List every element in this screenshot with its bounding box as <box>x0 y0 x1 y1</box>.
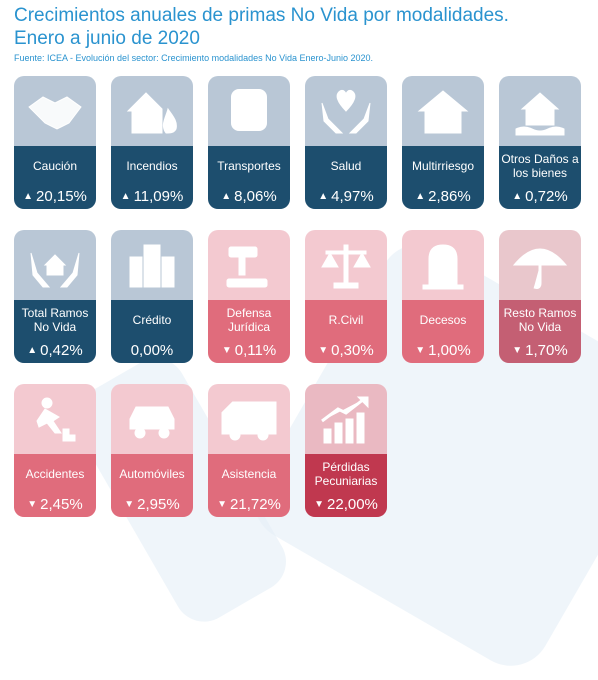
tile-label: Crédito <box>132 313 172 327</box>
tile-label: Total Ramos No Vida <box>21 306 89 334</box>
tile-value: 22,00% <box>327 495 378 513</box>
scales-icon <box>321 244 371 289</box>
tile-value: 0,00% <box>130 341 174 359</box>
tile-value: 4,97% <box>331 187 374 205</box>
tile-value: 8,06% <box>234 187 277 205</box>
ambulance-icon <box>221 401 277 441</box>
tile-label: Caución <box>32 159 78 173</box>
down-arrow-icon: ▼ <box>415 344 426 356</box>
bank-icon <box>129 244 175 288</box>
down-arrow-icon: ▼ <box>217 498 228 510</box>
tile-value: 0,11% <box>234 341 277 359</box>
fire-house-icon <box>126 92 177 134</box>
tile-caucion: Caución ▲ 20,15% <box>14 76 96 209</box>
tile-value: 0,42% <box>40 341 83 359</box>
tile-value: 20,15% <box>36 187 87 205</box>
title-line-2: Enero a junio de 2020 <box>14 28 200 49</box>
up-arrow-icon: ▲ <box>221 190 232 202</box>
up-arrow-icon: ▲ <box>415 190 426 202</box>
down-arrow-icon: ▼ <box>221 344 232 356</box>
down-arrow-icon: ▼ <box>512 344 523 356</box>
heart-hands-icon <box>321 90 371 134</box>
up-arrow-icon: ▲ <box>512 190 523 202</box>
tile-defensa-juridica: Defensa Jurídica ▼ 0,11% <box>208 230 290 363</box>
tile-value: 1,70% <box>525 341 568 359</box>
tile-value: 2,86% <box>428 187 471 205</box>
tile-label: Automóviles <box>119 467 185 481</box>
tile-value: 11,09% <box>133 187 184 205</box>
tile-resto-ramos: Resto Ramos No Vida ▼ 1,70% <box>499 230 581 363</box>
tile-credito: Crédito 0,00% <box>111 230 193 363</box>
up-arrow-icon: ▲ <box>120 190 131 202</box>
tile-otros-danos: Otros Daños a los bienes ▲ 0,72% <box>499 76 581 209</box>
tile-label: Multirriesgo <box>411 159 474 173</box>
flood-house-icon <box>515 92 565 136</box>
tile-label: R.Civil <box>328 313 364 327</box>
tile-salud: Salud ▲ 4,97% <box>305 76 387 209</box>
tile-value: 0,30% <box>331 341 374 359</box>
title-line-1: Crecimientos anuales de primas No Vida p… <box>14 5 509 26</box>
tile-label: Defensa Jurídica <box>226 306 272 334</box>
down-arrow-icon: ▼ <box>27 498 38 510</box>
page-title: Crecimientos anuales de primas No Vida p… <box>14 4 509 50</box>
tile-label: Pérdidas Pecuniarias <box>314 460 378 488</box>
tile-label: Salud <box>330 159 362 173</box>
handshake-icon <box>28 96 82 130</box>
up-arrow-icon: ▲ <box>27 344 38 356</box>
gavel-icon <box>226 246 268 288</box>
tile-value: 2,45% <box>40 495 83 513</box>
tile-value: 21,72% <box>230 495 281 513</box>
tiles-grid: Caución ▲ 20,15% Incendios ▲ 11,09% Transp… <box>14 76 584 536</box>
tile-total-ramos: Total Ramos No Vida ▲ 0,42% <box>14 230 96 363</box>
tile-label: Asistencia <box>221 467 277 481</box>
tile-asistencia: Asistencia ▼ 21,72% <box>208 384 290 517</box>
tile-value: 2,95% <box>137 495 180 513</box>
tile-label: Accidentes <box>25 467 85 481</box>
tile-label: Otros Daños a los bienes <box>501 152 579 180</box>
tile-label: Incendios <box>126 159 178 173</box>
tile-rcivil: R.Civil ▼ 0,30% <box>305 230 387 363</box>
tile-perdidas-pecuniarias: Pérdidas Pecuniarias ▼ 22,00% <box>305 384 387 517</box>
tile-value: 0,72% <box>525 187 568 205</box>
tile-automoviles: Automóviles ▼ 2,95% <box>111 384 193 517</box>
down-arrow-icon: ▼ <box>124 498 135 510</box>
growth-chart-icon <box>321 396 369 444</box>
bus-icon <box>231 89 267 131</box>
up-arrow-icon: ▲ <box>23 190 34 202</box>
up-arrow-icon: ▲ <box>318 190 329 202</box>
falling-person-icon <box>36 397 76 442</box>
tile-decesos: Decesos ▼ 1,00% <box>402 230 484 363</box>
tombstone-icon <box>422 244 464 290</box>
house-icon <box>417 90 469 134</box>
down-arrow-icon: ▼ <box>314 498 325 510</box>
tile-transportes: Transportes ▲ 8,06% <box>208 76 290 209</box>
tile-value: 1,00% <box>428 341 471 359</box>
tile-label: Resto Ramos No Vida <box>503 306 577 334</box>
tile-label: Transportes <box>217 159 281 173</box>
tile-label: Decesos <box>419 313 467 327</box>
tile-multirriesgo: Multirriesgo ▲ 2,86% <box>402 76 484 209</box>
tile-incendios: Incendios ▲ 11,09% <box>111 76 193 209</box>
car-icon <box>129 406 175 439</box>
down-arrow-icon: ▼ <box>318 344 329 356</box>
source-note: Fuente: ICEA - Evolución del sector: Cre… <box>14 53 374 63</box>
umbrella-icon <box>512 248 568 289</box>
tile-accidentes: Accidentes ▼ 2,45% <box>14 384 96 517</box>
house-hands-icon <box>30 252 80 288</box>
